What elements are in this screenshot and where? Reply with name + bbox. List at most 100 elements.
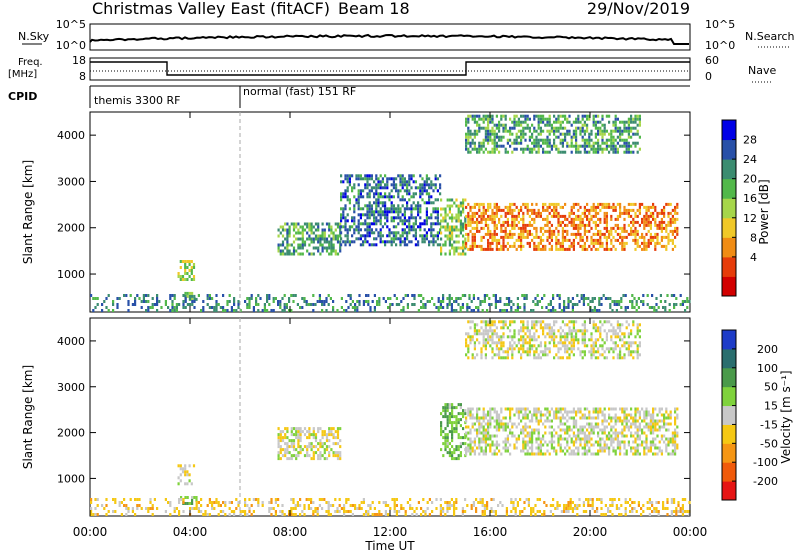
echo-cell <box>484 117 487 121</box>
echo-cell <box>284 237 287 241</box>
echo-cell <box>493 202 496 206</box>
echo-cell <box>520 407 523 411</box>
echo-cell <box>392 177 395 181</box>
echo-cell <box>336 252 340 256</box>
echo-cell <box>581 223 584 227</box>
echo-cell <box>423 237 426 241</box>
echo-cell <box>522 341 525 345</box>
echo-cell <box>544 229 547 233</box>
echo-cell <box>211 501 214 504</box>
echo-cell <box>408 216 411 220</box>
echo-cell <box>395 216 398 220</box>
echo-cell <box>448 240 451 244</box>
echo-cell <box>462 415 465 419</box>
echo-cell <box>555 344 558 348</box>
echo-cell <box>512 303 515 306</box>
echo-cell <box>608 138 611 142</box>
echo-cell <box>517 416 520 420</box>
echo-cell <box>344 204 347 208</box>
echo-cell <box>509 208 512 212</box>
echo-cell <box>476 211 479 215</box>
echo-cell <box>627 350 630 354</box>
echo-cell <box>550 214 553 218</box>
echo-cell <box>281 510 284 513</box>
echo-cell <box>182 294 185 297</box>
echo-cell <box>517 332 520 336</box>
echo-cell <box>539 446 542 450</box>
echo-cell <box>312 436 315 440</box>
echo-cell <box>295 237 298 241</box>
echo-cell <box>446 439 449 443</box>
echo-cell <box>524 428 527 432</box>
echo-cell <box>575 135 578 139</box>
echo-cell <box>614 138 617 142</box>
echo-cell <box>630 150 633 154</box>
echo-cell <box>344 174 347 178</box>
echo-cell <box>340 306 343 309</box>
echo-cell <box>535 144 538 148</box>
echo-cell <box>184 467 187 471</box>
echo-cell <box>559 434 562 438</box>
echo-cell <box>597 326 600 330</box>
echo-cell <box>610 440 613 444</box>
echo-cell <box>646 303 649 306</box>
echo-cell <box>643 413 646 417</box>
echo-cell <box>292 442 296 446</box>
echo-cell <box>583 437 586 441</box>
echo-cell <box>421 240 424 244</box>
echo-cell <box>466 309 469 312</box>
echo-cell <box>553 126 556 130</box>
echo-cell <box>330 427 333 431</box>
echo-cell <box>570 428 573 432</box>
echo-cell <box>127 507 130 510</box>
echo-cell <box>632 208 635 212</box>
echo-cell <box>522 229 525 233</box>
echo-cell <box>453 246 456 250</box>
echo-cell <box>417 201 420 205</box>
echo-cell <box>208 513 211 516</box>
echo-cell <box>506 232 509 236</box>
echo-cell <box>235 309 238 312</box>
echo-cell <box>140 306 143 309</box>
echo-cell <box>572 341 575 345</box>
echo-cell <box>583 431 586 435</box>
echo-cell <box>423 219 426 223</box>
echo-cell <box>652 437 655 441</box>
echo-cell <box>399 243 402 247</box>
echo-cell <box>649 232 652 236</box>
echo-cell <box>524 132 527 136</box>
echo-cell <box>581 244 584 248</box>
echo-cell <box>531 132 534 136</box>
echo-cell <box>553 320 556 324</box>
echo-cell <box>581 341 584 345</box>
echo-cell <box>446 222 449 226</box>
echo-cell <box>478 220 481 224</box>
echo-cell <box>476 446 479 450</box>
echo-cell <box>531 211 534 215</box>
echo-cell <box>623 341 626 345</box>
echo-cell <box>478 428 481 432</box>
echo-cell <box>248 510 251 513</box>
echo-cell <box>469 129 472 133</box>
echo-cell <box>572 144 575 148</box>
echo-cell <box>356 300 359 303</box>
echo-cell <box>480 238 483 242</box>
echo-cell <box>308 237 311 241</box>
echo-cell <box>184 263 187 266</box>
echo-cell <box>327 507 330 510</box>
echo-cell <box>439 300 442 303</box>
echo-cell <box>484 341 487 345</box>
echo-cell <box>173 297 176 300</box>
echo-cell <box>504 229 507 233</box>
echo-cell <box>192 263 196 266</box>
echo-cell <box>506 205 509 209</box>
echo-cell <box>476 147 479 151</box>
echo-cell <box>345 501 348 504</box>
echo-cell <box>537 434 540 438</box>
echo-cell <box>500 117 503 121</box>
echo-cell <box>482 338 485 342</box>
echo-cell <box>277 433 280 437</box>
echo-cell <box>277 436 280 440</box>
echo-cell <box>660 244 663 248</box>
echo-cell <box>487 244 490 248</box>
